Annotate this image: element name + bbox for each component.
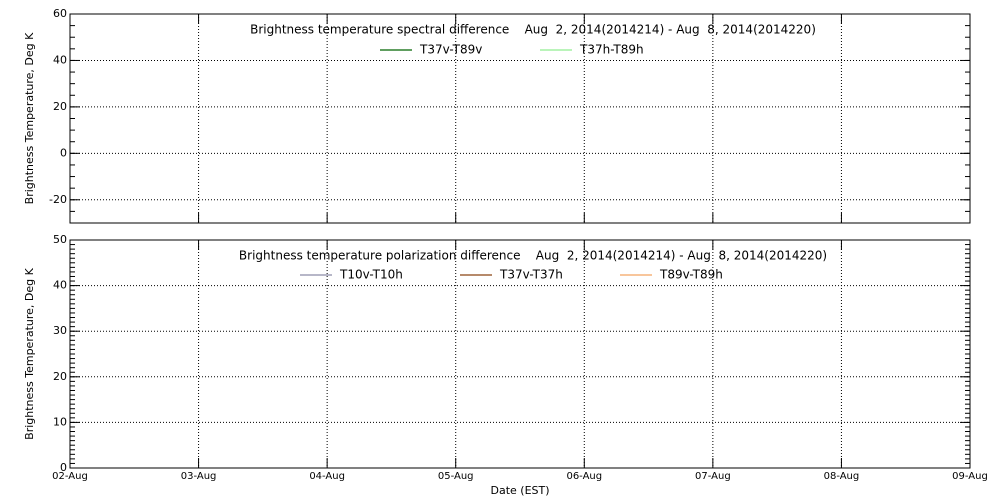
x-tick-label: 06-Aug: [566, 471, 602, 482]
x-tick-label: 05-Aug: [438, 471, 474, 482]
legend-label: T37v-T89v: [419, 43, 482, 57]
chart-title: Brightness temperature polarization diff…: [239, 249, 827, 263]
y-tick-label: -20: [49, 193, 67, 206]
y-tick-label: 50: [53, 233, 67, 246]
y-tick-label: 0: [60, 461, 67, 474]
legend-label: T37v-T37h: [499, 268, 563, 282]
y-tick-label: 20: [53, 100, 67, 113]
x-tick-label: 03-Aug: [181, 471, 217, 482]
chart-title: Brightness temperature spectral differen…: [250, 23, 816, 37]
y-tick-label: 40: [53, 279, 67, 292]
y-tick-label: 10: [53, 415, 67, 428]
y-tick-label: 40: [53, 53, 67, 66]
legend-label: T10v-T10h: [339, 268, 403, 282]
x-tick-label: 09-Aug: [952, 471, 988, 482]
x-tick-label: 08-Aug: [824, 471, 860, 482]
legend-label: T37h-T89h: [579, 43, 644, 57]
y-tick-label: 0: [60, 146, 67, 159]
y-tick-label: 20: [53, 370, 67, 383]
y-tick-label: 30: [53, 324, 67, 337]
x-tick-label: 07-Aug: [695, 471, 731, 482]
x-tick-label: 02-Aug: [52, 471, 88, 482]
y-axis-label: Brightness Temperature, Deg K: [23, 267, 36, 439]
y-tick-label: 60: [53, 7, 67, 20]
legend-label: T89v-T89h: [659, 268, 723, 282]
x-axis-label: Date (EST): [490, 484, 549, 497]
plot-frame: [69, 13, 971, 224]
x-tick-label: 04-Aug: [309, 471, 345, 482]
y-axis-label: Brightness Temperature, Deg K: [23, 32, 36, 204]
